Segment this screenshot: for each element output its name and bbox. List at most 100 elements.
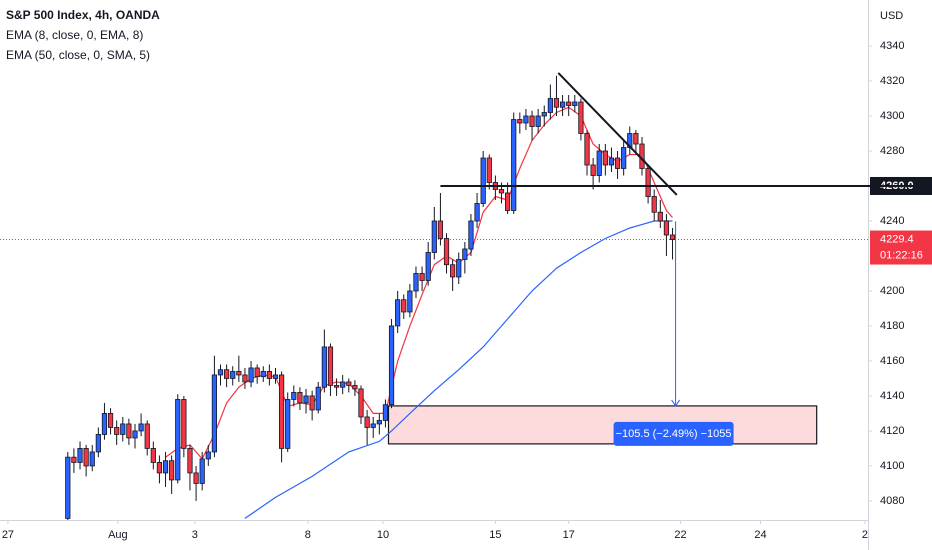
candle-body (211, 374, 218, 453)
candle-body (199, 458, 205, 484)
candle-body (505, 192, 511, 211)
candle-body (633, 133, 639, 145)
last-price-box (870, 230, 932, 265)
candle-body (376, 420, 382, 425)
x-tick-label: Aug (108, 529, 128, 541)
y-tick-label: 4240 (880, 215, 904, 227)
candle-body (559, 101, 566, 108)
candle-body (486, 157, 492, 183)
candle-body (254, 367, 260, 378)
x-tick-label: 24 (754, 529, 766, 541)
candle-body (431, 220, 437, 253)
candle-body (541, 112, 547, 117)
candle-body (523, 115, 529, 124)
candle-body (132, 430, 138, 439)
candle-body (425, 252, 431, 281)
indicator-label: EMA (50, close, 0, SMA, 5) (6, 48, 150, 62)
measure-label: −105.5 (−2.49%) −1055 (616, 428, 732, 440)
zone-rect (387, 405, 818, 445)
x-tick-label: 2 (862, 529, 868, 541)
ema-line (244, 220, 673, 519)
candle-body (468, 220, 474, 250)
candle-body (71, 456, 77, 463)
candle-body (547, 98, 553, 113)
candle-body (590, 164, 596, 176)
candle-body (156, 462, 163, 474)
candle-body (437, 220, 444, 239)
candle-body (114, 427, 120, 435)
candle-body (333, 385, 340, 388)
y-tick-label: 4120 (880, 425, 904, 437)
currency-label: USD (880, 10, 903, 22)
axes: 4080 4100 4120 4140 4160 4180 4200 4240 4280 4300… (2, 40, 932, 541)
candle-body (242, 374, 248, 383)
candle-body (621, 147, 627, 169)
measure-arrowhead (671, 399, 681, 407)
y-tick-label: 4200 (880, 285, 904, 297)
candle-body (553, 98, 560, 108)
candle-body (572, 101, 578, 106)
y-tick-label: 4080 (880, 495, 904, 507)
candle-body (83, 448, 89, 467)
candle-body (480, 157, 486, 204)
candle-body (388, 325, 395, 406)
candle-body (95, 434, 101, 453)
chart-title: S&P 500 Index, 4h, OANDA (6, 8, 160, 22)
candle-body (236, 371, 242, 376)
last-price-label: 4229.4 (880, 233, 914, 245)
candle-body (450, 264, 456, 278)
x-tick-label: 3 (192, 529, 198, 541)
trend-line (557, 72, 678, 196)
candle-body (144, 423, 150, 449)
candle-body (443, 238, 450, 266)
candle-body (217, 369, 224, 376)
candle-body (297, 392, 303, 404)
y-tick-label: 4160 (880, 355, 904, 367)
candle-body (101, 413, 108, 435)
plot-area: −105.5 (−2.49%) −1055 (0, 72, 868, 520)
candle-body (150, 448, 156, 463)
candle-body (89, 451, 95, 467)
candle-body (474, 203, 480, 222)
candle-body (419, 273, 425, 281)
candle-body (291, 392, 297, 400)
candle-body (126, 423, 132, 439)
countdown-label: 01:22:16 (880, 249, 923, 261)
candle-body (382, 404, 389, 421)
y-tick-label: 4180 (880, 320, 904, 332)
candle-body (498, 189, 505, 194)
y-tick-label: 4300 (880, 110, 904, 122)
candle-body (162, 460, 169, 474)
candle-body (566, 101, 572, 106)
candle-body (285, 399, 291, 449)
candle-body (657, 211, 663, 222)
candle-body (138, 423, 144, 432)
candle-body (358, 388, 364, 418)
y-tick-label: 4320 (880, 75, 904, 87)
candle-body (303, 395, 309, 404)
candle-body (578, 101, 584, 134)
candle-body (230, 371, 236, 379)
x-tick-label: 8 (305, 529, 311, 541)
y-tick-label: 4100 (880, 460, 904, 472)
candle-body (327, 346, 334, 386)
candle-body (602, 150, 608, 166)
x-tick-label: 27 (2, 529, 14, 541)
candle-body (529, 115, 535, 127)
y-tick-label: 4280 (880, 145, 904, 157)
candle-body (608, 157, 615, 166)
candle-body (224, 369, 230, 379)
candle-body (205, 451, 211, 460)
y-tick-label: 4140 (880, 390, 904, 402)
candle-body (266, 371, 272, 379)
candle-body (278, 374, 285, 449)
candle-body (309, 395, 315, 411)
measure-label-box (613, 421, 734, 446)
candle-body (413, 273, 419, 292)
candle-body (193, 472, 199, 484)
candle-body (511, 119, 517, 211)
candle-body (584, 133, 590, 166)
indicator-label: EMA (8, close, 0, EMA, 8) (6, 28, 143, 42)
candle-body (340, 381, 346, 388)
candle-body (517, 119, 523, 124)
